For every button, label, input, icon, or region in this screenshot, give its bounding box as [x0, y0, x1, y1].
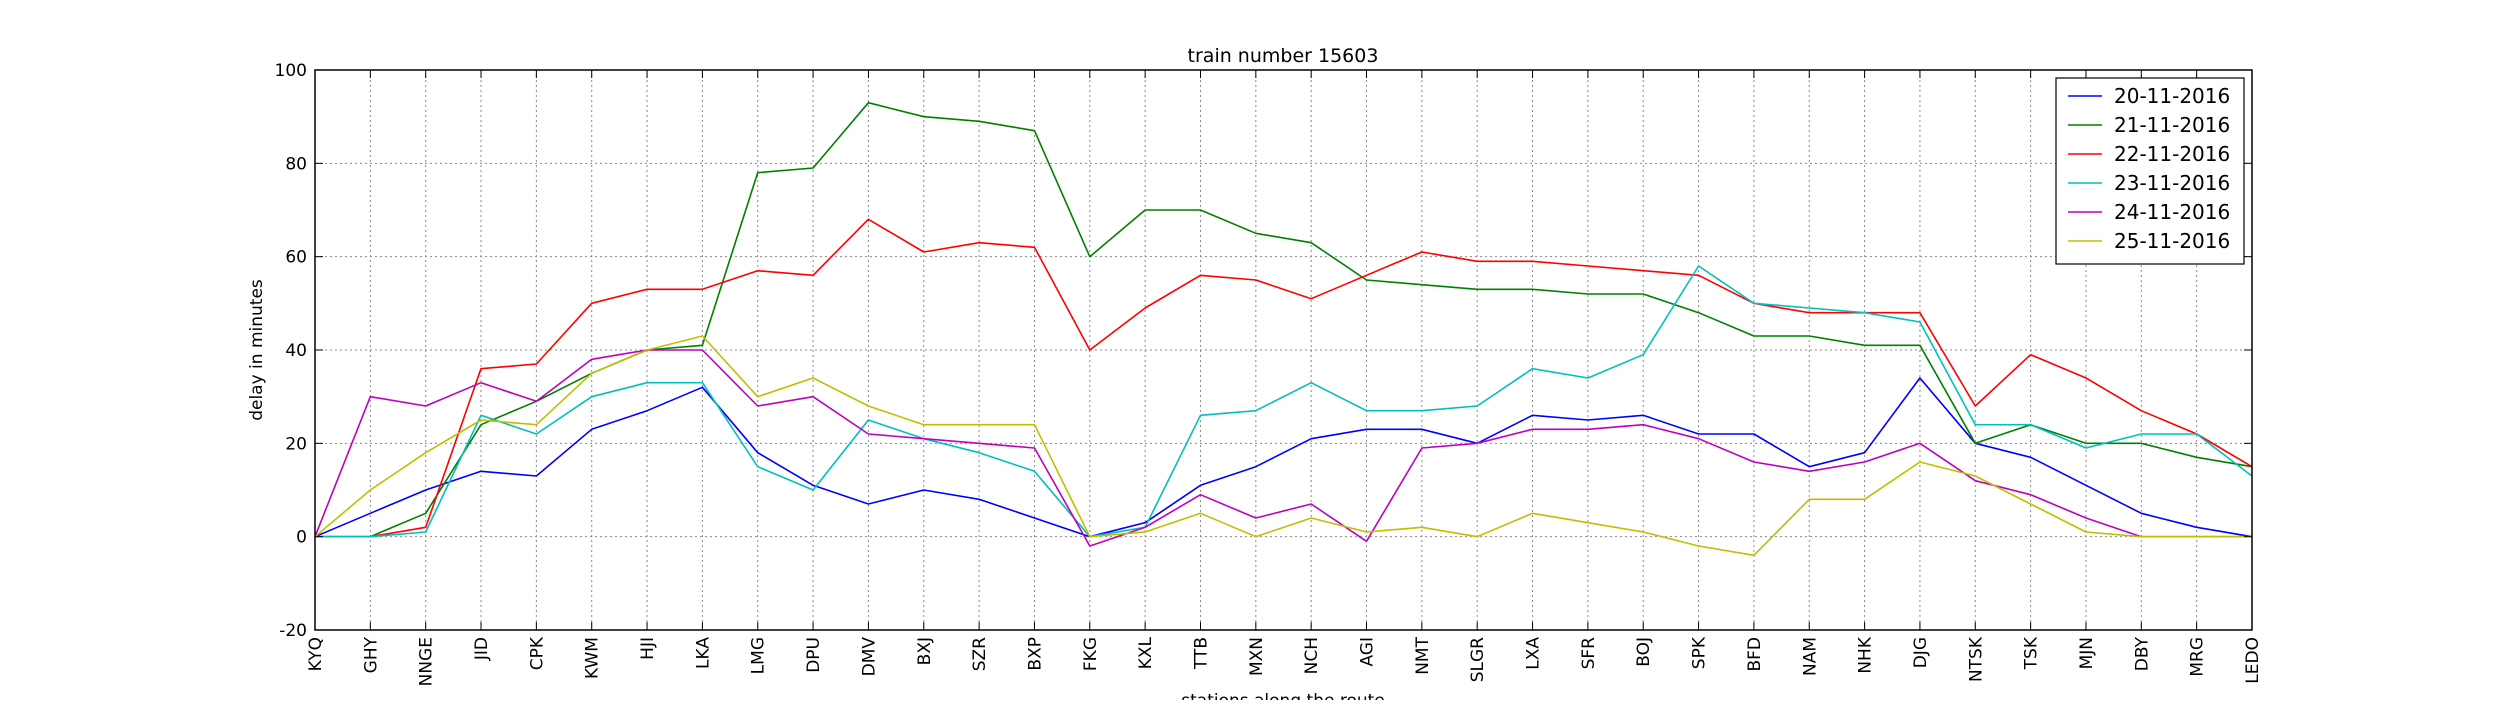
x-tick-label: FKG — [1081, 637, 1101, 671]
x-tick-label: BXP — [1025, 637, 1045, 671]
x-tick-label: KYQ — [306, 637, 326, 671]
x-tick-label: SPK — [1690, 636, 1710, 669]
x-tick-label: LMG — [749, 637, 769, 674]
x-tick-label: SZR — [970, 637, 990, 671]
series-line-20-11-2016 — [314, 377, 2253, 538]
chart-title: train number 15603 — [1188, 45, 1379, 67]
legend-label: 20-11-2016 — [2114, 84, 2230, 108]
x-tick-label: KXL — [1136, 636, 1156, 669]
grid-lines — [315, 70, 2252, 630]
x-tick-label: BOJ — [1634, 637, 1654, 667]
x-tick-label: NMT — [1413, 636, 1433, 674]
x-tick-label: DPU — [804, 637, 824, 673]
legend-label: 21-11-2016 — [2114, 113, 2230, 137]
series-line-22-11-2016 — [315, 218, 2253, 538]
y-tick-label: -20 — [279, 621, 307, 641]
legend-label: 23-11-2016 — [2114, 171, 2230, 195]
x-axis-label: stations along the route — [1181, 691, 1385, 700]
series-line-23-11-2016 — [315, 265, 2253, 538]
x-tick-label: DJG — [1911, 637, 1931, 668]
y-tick-label: 80 — [285, 154, 307, 174]
x-tick-label: SFR — [1579, 637, 1599, 670]
x-tick-label: HJI — [638, 637, 658, 660]
legend: 20-11-2016 21-11-2016 22-11-2016 23-11-2016… — [2055, 77, 2245, 265]
x-tick-label: CPK — [527, 636, 547, 670]
series-line-25-11-2016 — [314, 335, 2252, 557]
y-tick-label: 20 — [285, 434, 307, 454]
x-tick-label: MRG — [2188, 637, 2208, 677]
y-tick-label: 100 — [275, 61, 307, 81]
x-tick-label: NHK — [1856, 636, 1876, 674]
x-tick-label: MXN — [1247, 637, 1267, 676]
series-lines — [314, 101, 2253, 557]
legend-label: 22-11-2016 — [2114, 142, 2230, 166]
x-tick-label: NAM — [1800, 637, 1820, 676]
x-tick-label: LEDO — [2243, 637, 2263, 684]
x-tick-label: BFD — [1745, 637, 1765, 672]
x-tick-label: LKA — [693, 637, 713, 669]
x-tick-label: NCH — [1302, 637, 1322, 674]
x-tick-label: TSK — [2022, 636, 2042, 670]
y-axis-label: delay in minutes — [247, 279, 267, 421]
legend-box — [2055, 77, 2245, 265]
x-tick-label: MJN — [2077, 637, 2097, 669]
x-tick-label: NNGE — [417, 637, 437, 686]
y-tick-label: 60 — [285, 248, 307, 268]
x-tick-label: LXA — [1524, 637, 1544, 670]
x-tick-label: DMV — [859, 637, 879, 677]
x-tick-label: DBY — [2132, 636, 2152, 671]
x-tick-label: NTSK — [1966, 636, 1986, 682]
legend-label: 24-11-2016 — [2114, 200, 2230, 224]
y-tick-label: 40 — [285, 341, 307, 361]
x-tick-label: JID — [472, 637, 492, 661]
x-tick-label: SLGR — [1468, 637, 1488, 682]
x-tick-label: KWM — [583, 637, 603, 679]
series-line-24-11-2016 — [314, 349, 2252, 547]
axis-ticks: -20 0 20 40 60 80 100 KYQ GHY NNGE JID CPK KWM HJI LKA… — [275, 61, 2263, 686]
y-tick-label: 0 — [296, 528, 307, 548]
x-tick-label: GHY — [361, 636, 381, 673]
x-tick-label: TTB — [1191, 637, 1211, 670]
x-tick-label: BXJ — [915, 637, 935, 665]
legend-label: 25-11-2016 — [2114, 229, 2230, 253]
x-tick-label: AGI — [1358, 637, 1378, 667]
plot-background — [315, 70, 2252, 630]
